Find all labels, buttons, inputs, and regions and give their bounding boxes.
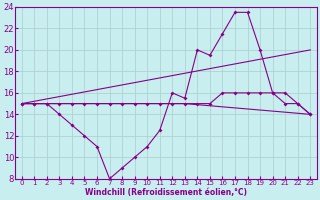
X-axis label: Windchill (Refroidissement éolien,°C): Windchill (Refroidissement éolien,°C) — [85, 188, 247, 197]
